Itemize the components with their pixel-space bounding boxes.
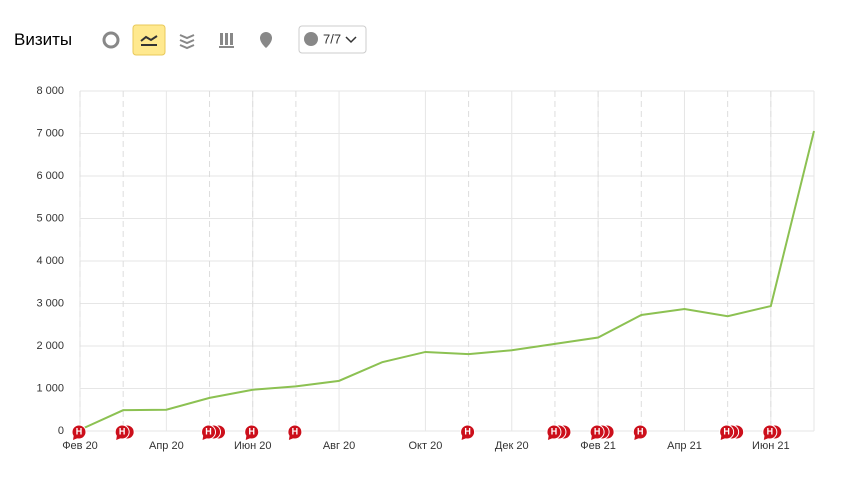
annotation-label: Н [248,426,255,436]
annotation-label: Н [119,426,126,436]
annotation-label: Н [464,426,471,436]
annotation-tail [73,434,78,440]
y-tick-label: 3 000 [36,297,64,309]
title: Визиты [14,30,73,49]
annotation-tail [720,434,726,440]
y-tick-label: 7 000 [36,127,64,139]
annotation-tail [591,434,597,440]
x-tick-label: Авг 20 [323,440,355,452]
annotation: Н [114,424,135,440]
annotation: Н [244,424,260,440]
x-tick-label: Дек 20 [495,440,529,452]
x-tick-label: Апр 20 [149,440,184,452]
annotation-tail [202,434,208,440]
annotation-label: Н [767,426,774,436]
annotation: Н [589,424,615,440]
annotation-label: Н [205,426,212,436]
annotation-tail [547,434,553,440]
annotation-tail [116,434,122,440]
y-tick-label: 0 [58,425,64,437]
series-selector[interactable]: 7/7 [323,31,341,46]
annotation-tail [461,434,467,440]
annotation-label: Н [76,426,83,436]
x-tick-label: Апр 21 [667,440,702,452]
annotation-label: Н [723,426,730,436]
y-tick-label: 4 000 [36,255,64,267]
annotation: Н [201,424,227,440]
annotation-tail [245,434,251,440]
y-tick-label: 1 000 [36,382,64,394]
annotation-label: Н [551,426,558,436]
annotation-tail [288,434,294,440]
y-tick-label: 5 000 [36,212,64,224]
x-tick-label: Фев 21 [580,440,616,452]
annotation: Н [546,424,572,440]
annotation: Н [71,424,87,440]
x-tick-label: Июн 20 [234,440,272,452]
y-tick-label: 8 000 [36,85,64,97]
toolbar-icons [102,24,367,56]
annotation: Н [460,424,476,440]
y-tick-label: 2 000 [36,340,64,352]
annotation: Н [762,424,783,440]
x-tick-label: Окт 20 [408,440,442,452]
annotation-tail [634,434,640,440]
x-tick-label: Фев 20 [62,440,98,452]
annotation-tail [763,434,769,440]
y-tick-label: 6 000 [36,170,64,182]
annotation-label: Н [292,426,299,436]
line-series [79,130,815,431]
x-tick-label: Июн 21 [752,440,790,452]
annotation: Н [719,424,745,440]
annotation: Н [287,424,303,440]
annotation-label: Н [594,426,601,436]
annotation-label: Н [637,426,644,436]
annotation: Н [632,424,648,440]
